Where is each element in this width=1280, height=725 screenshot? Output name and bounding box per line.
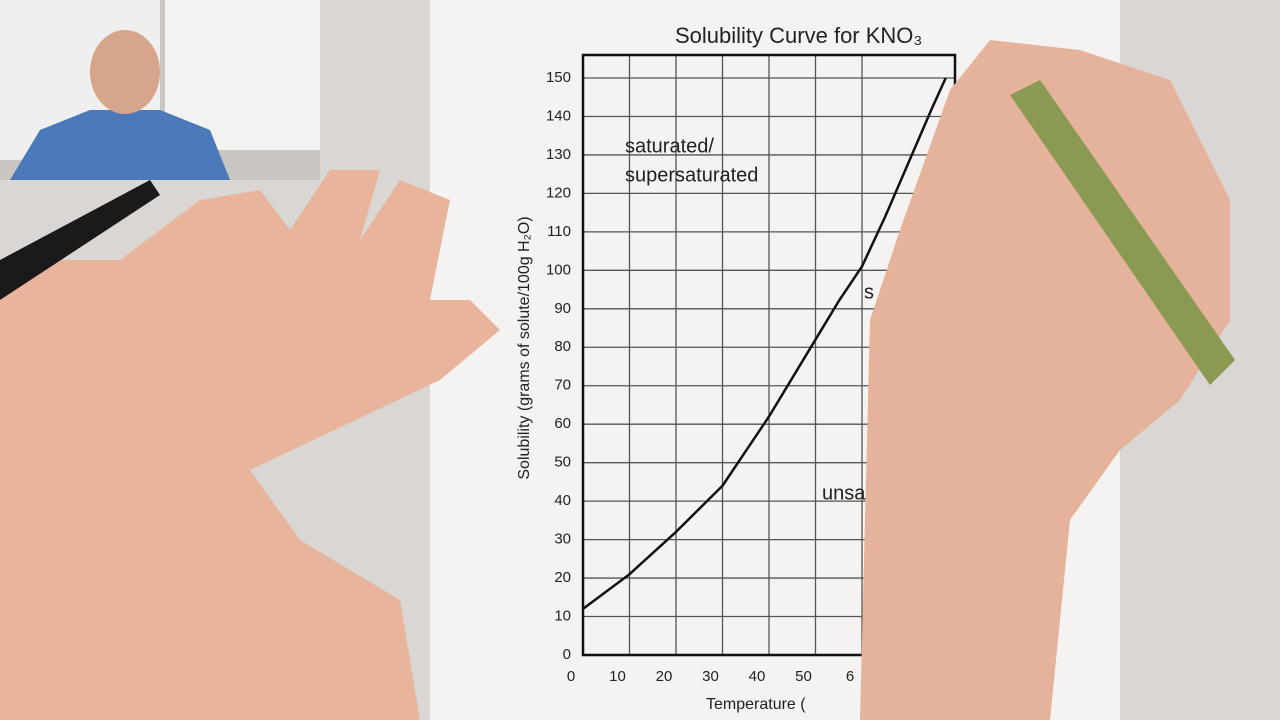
y-tick-label: 60 — [554, 415, 571, 432]
y-tick-label: 40 — [554, 492, 571, 509]
solubility-curve — [582, 77, 947, 610]
presenter-head — [90, 30, 160, 114]
y-tick-label: 110 — [547, 223, 571, 240]
y-tick-label: 140 — [546, 107, 571, 124]
y-tick-label: 10 — [554, 608, 571, 625]
y-tick-label: 70 — [554, 377, 571, 394]
annotation: unsa — [822, 482, 866, 504]
left-hand — [0, 170, 500, 720]
foreground — [0, 0, 1235, 720]
x-tick-label: 30 — [702, 668, 719, 685]
y-tick-label: 0 — [563, 646, 571, 663]
y-tick-label: 150 — [546, 69, 571, 86]
y-tick-label: 120 — [546, 184, 571, 201]
chart-title: Solubility Curve for KNO₃ — [675, 23, 922, 48]
presenter-shirt — [10, 110, 230, 180]
x-tick-label: 40 — [749, 668, 766, 685]
pen — [1010, 80, 1235, 385]
y-tick-label: 50 — [554, 454, 571, 471]
x-tick-label: 6 — [846, 668, 854, 685]
y-axis-label: Solubility (grams of solute/100g H₂O) — [516, 216, 533, 479]
y-tick-label: 20 — [554, 569, 571, 586]
x-tick-label: 10 — [609, 668, 626, 685]
y-tick-label: 130 — [546, 146, 571, 163]
x-tick-label: 50 — [795, 668, 812, 685]
x-axis-label: Temperature ( — [706, 696, 806, 713]
y-tick-label: 30 — [554, 531, 571, 548]
y-tick-label: 100 — [546, 261, 571, 278]
x-tick-label: 0 — [567, 668, 575, 685]
right-hand — [860, 40, 1230, 720]
x-tick-label: 20 — [656, 668, 673, 685]
marker — [0, 180, 160, 300]
annotation: s — [864, 281, 874, 303]
y-tick-label: 90 — [554, 300, 571, 317]
annotation: supersaturated — [625, 164, 758, 186]
annotation: saturated/ — [625, 135, 714, 157]
y-tick-label: 80 — [554, 338, 571, 355]
